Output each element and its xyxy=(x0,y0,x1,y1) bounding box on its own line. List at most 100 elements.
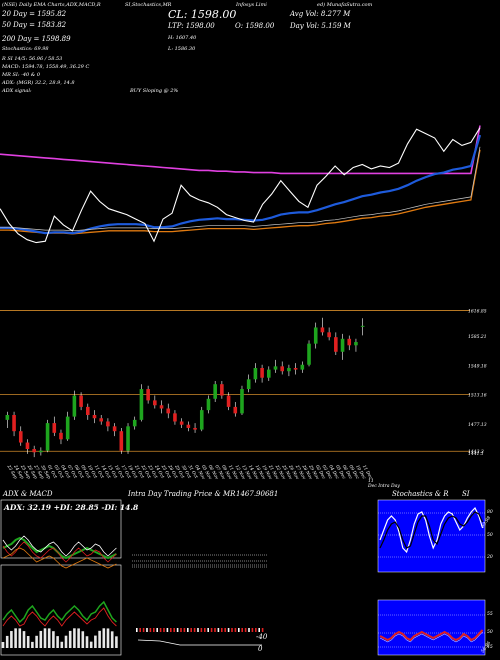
macd-bar xyxy=(85,636,89,648)
candle-body xyxy=(354,342,358,346)
price-label: 1616.85 xyxy=(468,309,487,315)
intraday-tick xyxy=(166,628,169,632)
intraday-tick xyxy=(176,628,179,632)
intraday-tick xyxy=(173,628,175,632)
candle-body xyxy=(79,395,83,407)
date-label: 09 Oct xyxy=(79,465,91,480)
close-line xyxy=(0,127,481,244)
ltp-label: LTP: 1598.00 xyxy=(168,22,215,30)
macd-bar xyxy=(60,641,64,648)
candle-body xyxy=(307,343,311,365)
date-label: 16 Oct xyxy=(113,465,125,480)
intraday-tick xyxy=(163,628,165,632)
close-label: CL: 1598.00 xyxy=(168,8,237,21)
date-label: 30 Oct xyxy=(180,465,192,480)
open-label: O: 1598.00 xyxy=(235,22,275,30)
adx-line xyxy=(2,535,117,557)
macd-bar xyxy=(14,628,17,648)
intraday-tick xyxy=(255,628,257,632)
macd-bar xyxy=(18,628,22,648)
candle-body xyxy=(112,426,117,432)
ema20-line xyxy=(0,134,482,235)
intraday-tick xyxy=(248,628,250,632)
price-label: 1443.3 xyxy=(468,449,484,455)
candle-body xyxy=(119,431,124,451)
price-label: 1477.13 xyxy=(468,422,487,428)
avg-vol-label: Avg Vol: 8.277 M xyxy=(290,10,351,18)
macd-bar xyxy=(115,636,118,648)
high-label: H: 1607.40 xyxy=(168,35,197,41)
adx-label: ADX: (MGR) 32.2, 28.9, 14.8 xyxy=(2,80,75,86)
macd-bar xyxy=(26,636,30,648)
price-label: 1549.18 xyxy=(468,363,487,369)
candle-body xyxy=(273,366,278,370)
intraday-mr-line xyxy=(137,639,262,646)
candle-body xyxy=(92,414,97,419)
macd-bar xyxy=(31,641,34,648)
date-label: 08 Oct xyxy=(73,465,85,480)
rsi-avg-line xyxy=(379,631,483,643)
intraday-tick xyxy=(142,628,145,632)
adx-minus-di-line xyxy=(2,541,117,563)
intraday-tick xyxy=(258,628,260,632)
macd-bar xyxy=(56,636,59,648)
candle-body xyxy=(166,408,171,414)
candle-body xyxy=(226,395,231,407)
adx-panel-title: ADX & MACD xyxy=(3,490,53,498)
macd-bar xyxy=(94,635,97,648)
candle-body xyxy=(173,413,177,422)
intraday-m40: -40 xyxy=(256,633,268,641)
rsi-label: R SI 14/5: 56.96 / 58.53 xyxy=(2,56,63,62)
candle-body xyxy=(45,423,50,451)
date-label: 04 Oct xyxy=(59,465,71,480)
intraday-tick xyxy=(238,628,240,632)
macd-bar xyxy=(81,631,85,648)
macd-bar xyxy=(102,628,106,648)
candle-body xyxy=(206,398,211,411)
intraday-tick xyxy=(190,628,192,632)
ema200-label: 200 Day = 1598.89 xyxy=(2,35,71,43)
price-label: 1513.16 xyxy=(468,393,487,399)
intraday-tick xyxy=(187,628,189,632)
candle-body xyxy=(347,338,352,346)
ema-grey-line xyxy=(0,146,481,232)
intraday-zero: 0 xyxy=(258,645,263,653)
candle-body xyxy=(139,389,144,420)
intraday-tick xyxy=(139,628,141,632)
candle-body xyxy=(132,419,137,427)
candle-body xyxy=(72,395,77,417)
date-tail-intraday: Dec Intra Day xyxy=(368,484,400,489)
stoch-80: 80 xyxy=(487,510,493,515)
candle-body xyxy=(39,450,43,453)
candle-body xyxy=(266,369,271,378)
candle-body xyxy=(159,405,164,409)
macd-bar xyxy=(39,630,43,648)
candle-body xyxy=(233,406,238,414)
macd-bar xyxy=(73,628,76,648)
macd-bar xyxy=(77,628,80,648)
intraday-tick xyxy=(136,628,138,632)
stoch-50: 50 xyxy=(487,533,493,538)
candle-body xyxy=(106,421,110,427)
candle-body xyxy=(253,367,258,380)
macd-bar xyxy=(64,635,68,648)
candle-body xyxy=(52,423,57,433)
macd-bar xyxy=(22,631,26,648)
intraday-tick xyxy=(207,628,209,632)
stoch-d-line xyxy=(379,511,484,549)
ema50-label: 50 Day = 1583.82 xyxy=(2,21,67,29)
macd-bar xyxy=(10,631,13,648)
candle-body xyxy=(85,406,90,415)
intraday-tick xyxy=(210,628,213,632)
header-title-c: Infosys Limi xyxy=(236,2,267,8)
candle-body xyxy=(280,366,285,372)
adx-signal-label: ADX signal: xyxy=(2,88,32,94)
intraday-panel-title: Intra Day Trading Price & MR xyxy=(128,490,236,498)
rsi-panel-frame xyxy=(377,599,486,656)
date-label: 03 Oct xyxy=(53,465,65,480)
adx-orange-line xyxy=(2,547,117,569)
intraday-tick xyxy=(251,628,254,632)
date-label: 11 Oct xyxy=(93,465,105,480)
intraday-tick xyxy=(244,628,247,632)
candle-body xyxy=(32,449,36,453)
